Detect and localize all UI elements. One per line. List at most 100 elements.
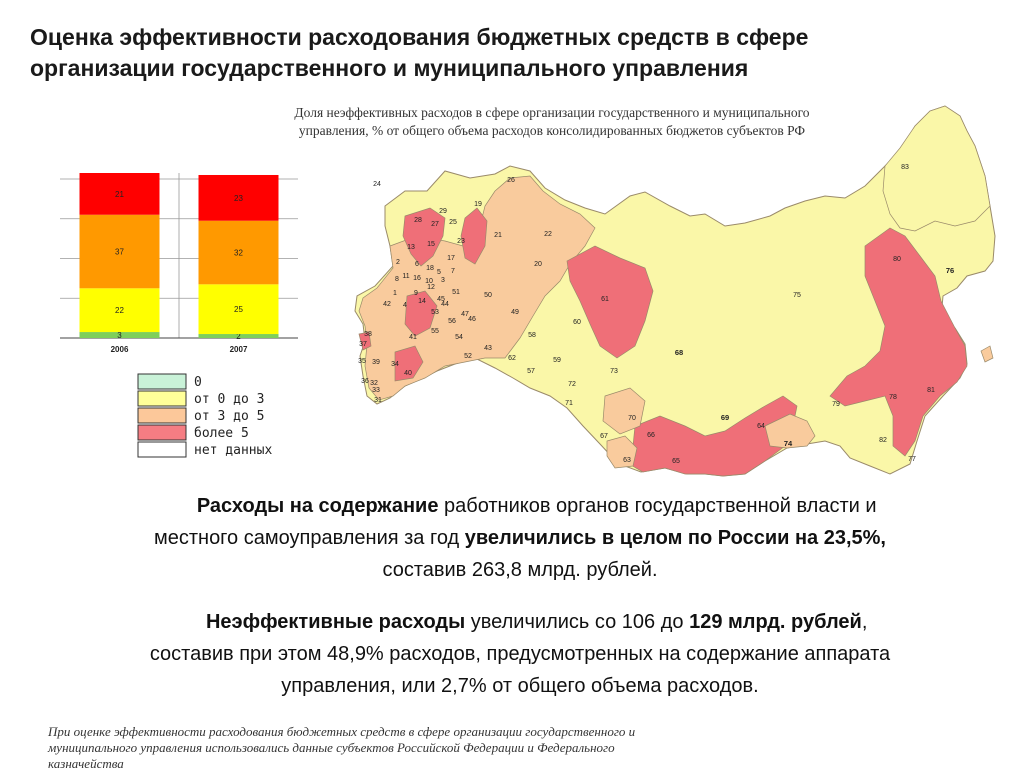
footnote-line-2: муниципального управления использовались… [48, 740, 615, 755]
para2-text-d: управления, или 2,7% от общего объема ра… [281, 675, 759, 697]
region-center-red [404, 290, 438, 337]
chart-data-label: 22 [115, 306, 124, 315]
region-number-label: 7 [451, 268, 455, 275]
para1-text-c: составив 263,8 млрд. рублей. [382, 559, 658, 581]
region-number-label: 3 [441, 277, 445, 284]
legend-swatch [137, 390, 187, 407]
paragraph-inefficient-expenses: Неэффективные расходы увеличились со 106… [40, 606, 1000, 702]
region-number-label: 70 [628, 415, 636, 422]
legend-label: 0 [194, 375, 202, 390]
page-title: Оценка эффективности расходования бюджет… [30, 22, 990, 84]
region-number-label: 61 [601, 296, 609, 303]
region-number-label: 75 [793, 292, 801, 299]
region-number-label: 13 [407, 244, 415, 251]
region-number-label: 50 [484, 292, 492, 299]
region-number-label: 83 [901, 164, 909, 171]
region-number-label: 67 [600, 433, 608, 440]
region-number-label: 43 [484, 345, 492, 352]
region-number-label: 11 [402, 273, 409, 280]
para2-bold-b: 129 млрд. рублей [689, 611, 862, 633]
region-south-red [394, 345, 424, 382]
chart-bar-segment [79, 214, 160, 289]
region-number-label: 5 [437, 269, 441, 276]
region-number-label: 69 [721, 413, 729, 422]
region-number-label: 34 [391, 361, 399, 368]
para1-bold-a: Расходы на содержание [196, 495, 439, 517]
region-70-peach [602, 387, 646, 435]
legend-item: от 3 до 5 [137, 407, 264, 424]
para1-text-b: местного самоуправления за год [153, 527, 465, 549]
region-number-label: 73 [610, 368, 618, 375]
region-number-label: 65 [672, 458, 680, 465]
footnote-line-3: казначейства [48, 756, 124, 771]
region-number-label: 56 [448, 318, 456, 325]
legend-label: от 0 до 3 [194, 392, 264, 407]
map-caption: Доля неэффективных расходов в сфере орга… [212, 104, 892, 140]
para2-text-c: составив при этом 48,9% расходов, предус… [149, 643, 891, 665]
region-number-label: 21 [494, 232, 502, 239]
region-number-label: 20 [534, 261, 542, 268]
region-number-label: 12 [427, 284, 435, 291]
region-number-label: 68 [675, 348, 683, 357]
para2-text-b: , [861, 611, 868, 633]
chart-bar-segment [79, 173, 160, 215]
map-legend: 0 от 0 до 3 от 3 до 5 более 5 нет данных [137, 373, 272, 458]
region-number-label: 78 [889, 394, 897, 401]
region-number-label: 33 [372, 387, 380, 394]
chart-data-label: 32 [234, 249, 243, 258]
region-63-peach [606, 435, 638, 469]
region-number-label: 59 [553, 357, 561, 364]
region-number-label: 72 [568, 381, 576, 388]
legend-item: 0 [137, 373, 202, 390]
legend-item: более 5 [137, 424, 249, 441]
region-number-label: 15 [427, 241, 435, 248]
chart-bar-segment [198, 174, 279, 221]
region-number-label: 40 [404, 370, 412, 377]
paragraph-salary-expenses: Расходы на содержание работников органов… [40, 490, 1000, 586]
region-number-label: 76 [946, 266, 954, 275]
legend-label: нет данных [194, 443, 272, 458]
region-number-label: 71 [565, 400, 573, 407]
region-number-label: 9 [414, 290, 418, 297]
legend-item: от 0 до 3 [137, 390, 264, 407]
legend-swatch [137, 424, 187, 441]
region-number-label: 17 [447, 255, 455, 262]
region-number-label: 74 [784, 439, 793, 448]
region-number-label: 82 [879, 437, 887, 444]
legend-item: нет данных [137, 441, 272, 458]
region-number-label: 42 [383, 301, 391, 308]
region-chukotka-yellow [882, 105, 991, 232]
chart-data-label: 37 [115, 248, 124, 257]
map-caption-line-2: управления, % от общего объема расходов … [298, 123, 806, 138]
region-number-label: 45 [437, 296, 445, 303]
region-number-label: 49 [511, 309, 519, 316]
region-north-red [402, 207, 446, 267]
chart-data-label: 3 [117, 331, 122, 340]
region-number-label: 38 [364, 331, 372, 338]
region-number-label: 77 [908, 456, 916, 463]
legend-swatch [137, 441, 187, 458]
chart-bar-segment [79, 332, 160, 338]
region-number-label: 54 [455, 334, 463, 341]
region-number-label: 55 [431, 328, 439, 335]
chart-data-label: 21 [115, 190, 124, 199]
chart-data-label: 2 [236, 332, 241, 341]
region-61-red [566, 245, 654, 359]
region-number-label: 53 [431, 309, 439, 316]
map-caption-line-1: Доля неэффективных расходов в сфере орга… [294, 105, 810, 120]
region-number-label: 28 [414, 217, 422, 224]
region-number-label: 51 [452, 289, 460, 296]
region-number-label: 26 [507, 177, 515, 184]
para1-text-a: работников органов государственной власт… [438, 495, 877, 517]
legend-swatch [137, 373, 187, 390]
region-number-label: 80 [893, 256, 901, 263]
chart-data-label: 25 [234, 305, 243, 314]
region-number-label: 23 [457, 238, 465, 245]
para2-text-a: увеличились со 106 до [465, 611, 690, 633]
map-base [354, 105, 996, 477]
region-number-label: 47 [461, 311, 469, 318]
region-number-label: 18 [426, 265, 434, 272]
region-far-east-red [829, 227, 968, 457]
